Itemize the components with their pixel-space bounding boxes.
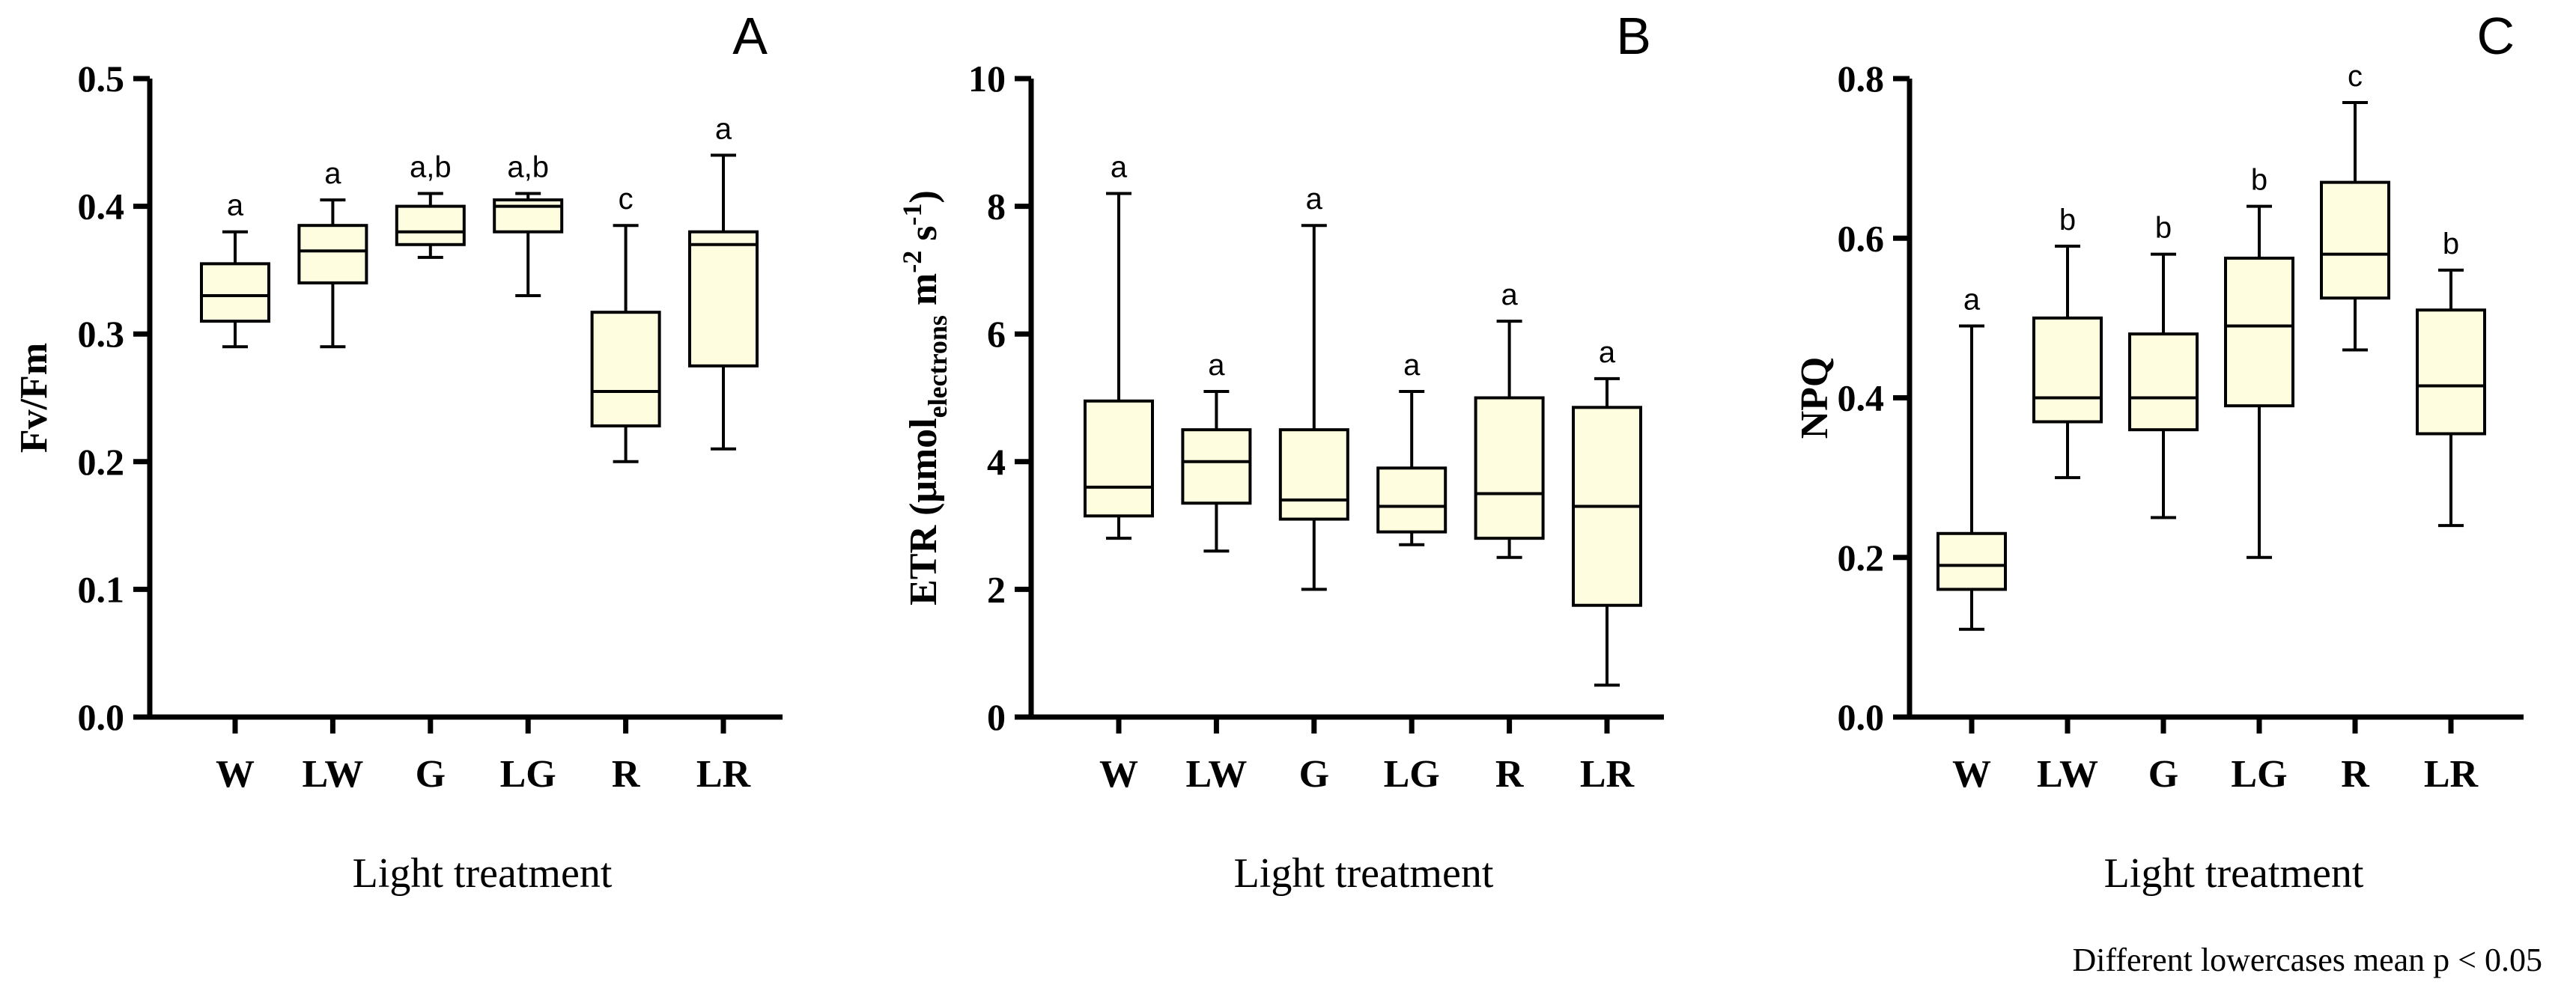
y-tick-label: 4 xyxy=(987,441,1006,483)
y-tick-label: 6 xyxy=(987,313,1006,355)
significance-letter: a xyxy=(715,112,732,145)
box-iqr xyxy=(2128,332,2199,432)
y-tick-label: 0.3 xyxy=(78,313,125,355)
panel-label: A xyxy=(732,7,768,65)
panel-a: 0.0 0.1 0.2 0.3 0.4 0.5 Wa LW a Ga,b LG a,b Rc LR a A Li… xyxy=(13,7,783,897)
y-tick-label: 0.4 xyxy=(1838,377,1885,419)
y-tick-label: 0.0 xyxy=(1838,696,1885,738)
significance-letter: a xyxy=(1501,278,1518,311)
y-tick-label: 8 xyxy=(987,186,1006,228)
y-tick-label: 0.0 xyxy=(78,696,125,738)
box-iqr xyxy=(1181,428,1252,505)
x-category-label: W xyxy=(216,753,255,796)
y-tick-label: 0.1 xyxy=(78,568,125,610)
box-iqr xyxy=(297,224,368,284)
y-axis-title-part: -2 xyxy=(897,251,927,273)
box-iqr xyxy=(2224,256,2294,408)
box-iqr xyxy=(2032,316,2103,424)
y-axis-title-part: ) xyxy=(902,190,945,203)
panel-b: 0 2 4 6 8 10 Wa LW a Ga LG a Ra LR a B Light treatment ET… xyxy=(897,7,1664,897)
x-axis-title: Light treatment xyxy=(353,850,613,897)
panel-label: B xyxy=(1616,7,1651,65)
x-category-label: R xyxy=(612,753,641,796)
significance-letter: c xyxy=(619,183,634,216)
x-category-label: LR xyxy=(2424,753,2479,796)
panel-label: C xyxy=(2476,7,2515,65)
x-category-label: LW xyxy=(2037,753,2098,796)
y-axis-title-part: s xyxy=(902,225,945,250)
y-axis-title-part: m xyxy=(902,273,945,315)
y-axis-title-part: -1 xyxy=(897,203,927,225)
x-category-label: LR xyxy=(696,753,752,796)
x-category-label: LW xyxy=(302,753,363,796)
x-category-label: W xyxy=(1952,753,1991,796)
significance-letter: c xyxy=(2348,60,2363,93)
x-category-label: G xyxy=(2148,753,2178,796)
significance-letter: a xyxy=(1208,349,1225,382)
x-category-label: G xyxy=(1299,753,1329,796)
x-category-label: R xyxy=(1495,753,1525,796)
box-iqr xyxy=(1474,396,1545,540)
significance-letter: a xyxy=(1403,349,1421,382)
box-iqr xyxy=(395,204,466,246)
y-tick-label: 0.2 xyxy=(78,441,125,483)
y-axis-title-part: ETR (μmol xyxy=(902,418,945,605)
box-iqr xyxy=(1376,466,1448,534)
x-category-label: G xyxy=(416,753,446,796)
x-category-label: LG xyxy=(2231,753,2287,796)
x-category-label: LG xyxy=(1384,753,1440,796)
significance-letter: a xyxy=(1599,336,1616,369)
x-axis-title: Light treatment xyxy=(1234,850,1494,897)
box-iqr xyxy=(1084,399,1154,518)
x-category-label: LR xyxy=(1580,753,1635,796)
y-tick-label: 0 xyxy=(987,696,1006,738)
y-tick-label: 0.6 xyxy=(1838,217,1885,259)
y-axis-title: ETR (μmolelectrons m-2 s-1) xyxy=(897,190,953,606)
significance-letter: a xyxy=(1306,183,1323,216)
box-iqr xyxy=(2416,308,2486,436)
footnote: Different lowercases mean p < 0.05 xyxy=(2072,942,2542,978)
y-axis-title: NPQ xyxy=(1793,357,1836,439)
x-axis-title: Light treatment xyxy=(2104,850,2364,897)
x-category-label: LW xyxy=(1185,753,1247,796)
box-iqr xyxy=(1936,531,2007,591)
panel-c: 0.0 0.2 0.4 0.6 0.8 Wa LW b Gb LG b Rc LR b C Light tre… xyxy=(1793,7,2524,897)
y-axis-title-part: electrons xyxy=(923,315,953,418)
y-tick-label: 0.5 xyxy=(78,58,125,100)
box-iqr xyxy=(200,262,270,323)
y-tick-label: 0.2 xyxy=(1838,537,1885,579)
significance-letter: a xyxy=(1963,284,1981,317)
significance-letter: b xyxy=(2251,164,2267,197)
box-iqr xyxy=(1278,428,1349,521)
significance-letter: a xyxy=(1111,151,1128,184)
significance-letter: b xyxy=(2155,212,2172,245)
y-tick-label: 10 xyxy=(968,58,1006,100)
x-category-label: W xyxy=(1099,753,1138,796)
significance-letter: a xyxy=(227,189,244,222)
box-iqr xyxy=(590,311,661,428)
box-iqr xyxy=(493,198,564,234)
significance-letter: a,b xyxy=(410,151,452,184)
y-tick-label: 0.4 xyxy=(78,186,125,228)
y-tick-label: 2 xyxy=(987,568,1006,610)
y-axis-title: Fv/Fm xyxy=(13,343,55,453)
significance-letter: a,b xyxy=(507,151,549,184)
box-iqr xyxy=(2320,180,2390,300)
significance-letter: b xyxy=(2059,204,2076,237)
box-iqr xyxy=(688,230,759,368)
x-category-label: R xyxy=(2341,753,2370,796)
y-tick-label: 0.8 xyxy=(1838,58,1885,100)
x-category-label: LG xyxy=(500,753,556,796)
significance-letter: b xyxy=(2443,228,2459,260)
significance-letter: a xyxy=(324,157,341,190)
